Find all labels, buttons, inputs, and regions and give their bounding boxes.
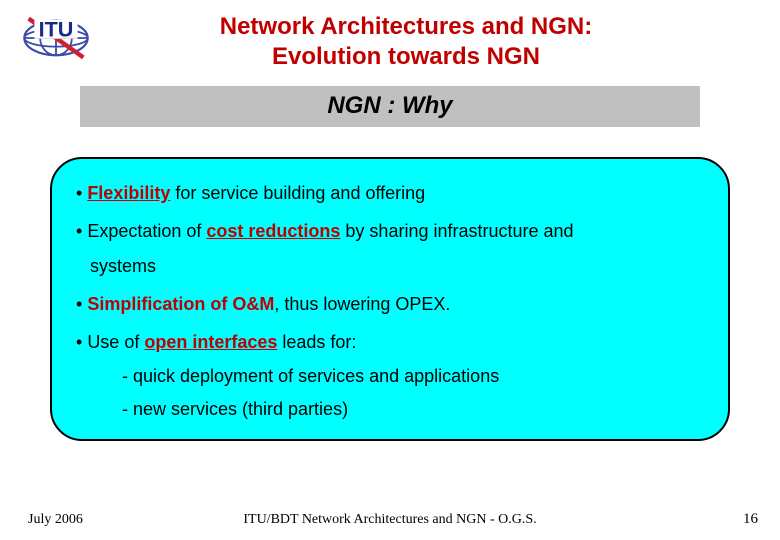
subtitle-text: NGN : Why [327,92,452,119]
bullet-2: • Expectation of cost reductions by shar… [76,219,704,243]
slide-title: Network Architectures and NGN: Evolution… [122,12,760,72]
svg-text:ITU: ITU [39,17,74,42]
header: ITU Network Architectures and NGN: Evolu… [0,0,780,72]
bullet-3-key: Simplification of O&M [87,294,274,314]
title-line-1: Network Architectures and NGN: [220,13,593,40]
bullet-4-pre: Use of [87,332,144,352]
bullet-4: • Use of open interfaces leads for: [76,330,704,354]
bullet-4-key: open interfaces [144,332,277,352]
bullet-4-post: leads for: [277,332,356,352]
footer-page-number: 16 [743,511,758,528]
bullet-1-key: Flexibility [87,183,170,203]
bullet-2-pre: Expectation of [87,221,206,241]
bullet-3: • Simplification of O&M, thus lowering O… [76,292,704,316]
bullet-4-sub2: - new services (third parties) [76,397,704,421]
bullet-2-cont: systems [76,254,704,278]
itu-logo: ITU [20,12,92,64]
bullet-1: • Flexibility for service building and o… [76,181,704,205]
footer-center: ITU/BDT Network Architectures and NGN - … [243,512,536,528]
bullet-2-key: cost reductions [206,221,340,241]
bullet-2-post: by sharing infrastructure and [340,221,573,241]
content-panel: • Flexibility for service building and o… [50,157,730,441]
bullet-4-sub1: - quick deployment of services and appli… [76,364,704,388]
footer: July 2006 ITU/BDT Network Architectures … [0,511,780,528]
bullet-3-rest: , thus lowering OPEX. [274,294,450,314]
footer-date: July 2006 [28,512,83,528]
bullet-1-rest: for service building and offering [170,183,425,203]
title-line-2: Evolution towards NGN [272,43,540,70]
subtitle-bar: NGN : Why [80,86,700,127]
